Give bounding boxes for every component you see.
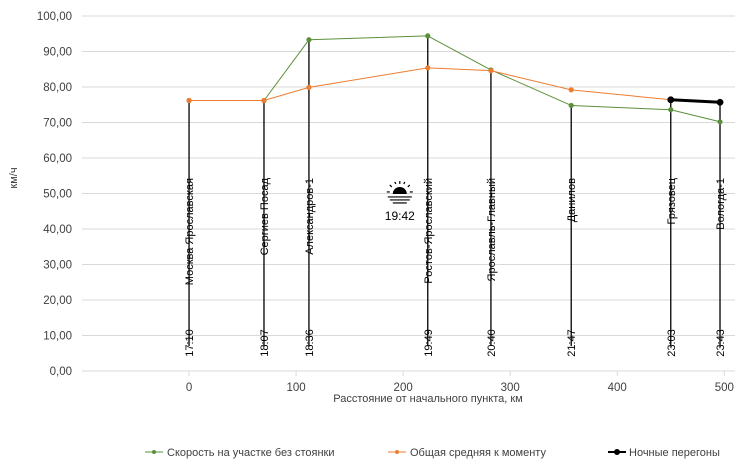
x-tick-label: 100	[287, 382, 306, 394]
legend-marker-average	[395, 450, 399, 454]
data-point	[488, 68, 494, 74]
series-line	[189, 35, 721, 123]
x-tick-label: 500	[715, 382, 734, 394]
data-point	[716, 98, 724, 106]
data-point	[668, 107, 674, 113]
data-point	[425, 33, 431, 39]
y-tick-label: 50,00	[43, 189, 72, 201]
station-markers: Москва Ярославская 17:10 Сергиев Посад 18:0…	[184, 35, 727, 357]
annotations: 19:42	[385, 180, 415, 223]
x-tick-label: 200	[394, 382, 413, 394]
y-axis: 0,00 10,00 20,00 30,00 40,00 50,00 60,00 70,00 8…	[37, 11, 72, 378]
station-time-label: 23:43	[715, 329, 727, 357]
station-label: Александров-1	[304, 178, 316, 255]
y-tick-label: 20,00	[43, 295, 72, 307]
data-point	[667, 96, 675, 104]
sunset-time-label: 19:42	[385, 209, 415, 223]
grid-lines	[82, 15, 735, 336]
x-axis-title: Расстояние от начального пункта, км	[333, 393, 523, 405]
station-label: Ростов-Ярославский	[423, 178, 435, 284]
legend-item-average: Общая средняя к моменту	[388, 447, 546, 459]
data-point	[568, 102, 574, 109]
series-line	[189, 67, 721, 103]
series-line	[670, 98, 721, 104]
y-tick-label: 70,00	[43, 118, 72, 130]
legend-marker-night	[614, 449, 620, 455]
x-axis: 0 100 200 300 400 500	[82, 370, 735, 394]
y-tick-label: 80,00	[43, 82, 72, 94]
x-tick-label: 0	[186, 382, 192, 394]
data-point	[717, 119, 723, 125]
legend-item-speed: Скорость на участке без стоянки	[145, 447, 334, 459]
data-point	[425, 65, 431, 71]
y-axis-title: км/ч	[8, 167, 20, 188]
data-point	[306, 37, 312, 43]
legend: Скорость на участке без стоянки Общая ср…	[145, 447, 720, 459]
sun-ray	[389, 184, 393, 188]
y-tick-label: 90,00	[43, 47, 72, 59]
y-tick-label: 30,00	[43, 260, 72, 272]
y-tick-label: 10,00	[43, 331, 72, 343]
legend-label-speed: Скорость на участке без стоянки	[167, 447, 334, 459]
station-time-label: 18:07	[259, 329, 271, 357]
station-label: Грязовец	[666, 177, 678, 224]
legend-label-night: Ночные перегоны	[629, 447, 720, 459]
sun-ray	[394, 181, 397, 185]
station-time-label: 23:03	[666, 329, 678, 357]
x-tick-label: 400	[608, 382, 627, 394]
data-point	[568, 87, 574, 93]
station-time-label: 19:49	[423, 329, 435, 357]
legend-marker-speed	[152, 450, 156, 454]
station-label: Москва Ярославская	[184, 178, 196, 285]
sun-ray	[403, 181, 406, 185]
y-tick-label: 40,00	[43, 224, 72, 236]
sun-half	[392, 186, 407, 194]
station-time-label: 20:40	[486, 329, 498, 357]
station-label: Сергиев Посад	[259, 177, 271, 255]
y-tick-label: 60,00	[43, 153, 72, 165]
station-label: Данилов	[566, 178, 578, 222]
data-point	[186, 97, 192, 104]
legend-item-night: Ночные перегоны	[608, 447, 720, 459]
x-tick-label: 300	[501, 382, 520, 394]
station-label: Ярославль-Главный	[486, 178, 498, 281]
y-tick-label: 0,00	[50, 366, 72, 378]
station-time-label: 21:47	[566, 329, 578, 357]
station-time-label: 17:10	[184, 329, 196, 357]
station-label: Вологда-1	[715, 178, 727, 230]
series-lines	[186, 33, 724, 125]
data-point	[261, 97, 267, 104]
sun-ray	[407, 184, 411, 188]
station-time-label: 18:36	[304, 329, 316, 357]
sunset-icon	[386, 180, 413, 204]
legend-label-average: Общая средняя к моменту	[410, 447, 546, 459]
data-point	[306, 84, 312, 90]
y-tick-label: 100,00	[37, 11, 72, 23]
